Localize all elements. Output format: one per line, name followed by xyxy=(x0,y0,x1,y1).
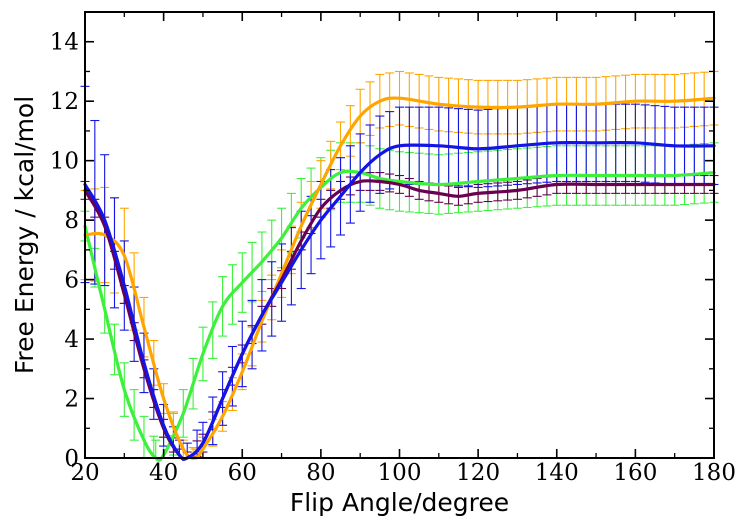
x-tick-label: 160 xyxy=(613,460,657,486)
y-tick-label: 0 xyxy=(64,446,79,472)
series-line-3 xyxy=(83,179,716,461)
y-tick-label: 10 xyxy=(50,149,79,175)
series-line-2 xyxy=(83,96,716,460)
y-tick-label: 6 xyxy=(64,268,79,294)
x-tick-label: 180 xyxy=(692,460,736,486)
error-bars-series-3 xyxy=(80,172,719,459)
axes: 20 40 60 80 100 120 140 160 180 0 2 4 6 8 10 12 14 xyxy=(50,11,736,486)
y-tick-label: 12 xyxy=(50,89,79,115)
y-tick-label: 4 xyxy=(64,327,79,353)
x-axis-title: Flip Angle/degree xyxy=(290,488,509,517)
x-tick-label: 80 xyxy=(306,460,335,486)
x-tick-label: 60 xyxy=(228,460,257,486)
y-tick-label: 2 xyxy=(64,387,79,413)
y-axis-title: Free Energy / kcal/mol xyxy=(10,96,39,374)
x-tick-label: 40 xyxy=(149,460,178,486)
series-line-1 xyxy=(83,169,716,462)
y-tick-label: 14 xyxy=(50,30,79,56)
series-line-4 xyxy=(83,140,716,461)
error-bars xyxy=(80,70,719,459)
x-tick-label: 140 xyxy=(535,460,579,486)
x-tick-label: 20 xyxy=(70,460,99,486)
x-tick-label: 100 xyxy=(378,460,422,486)
x-tick-label: 120 xyxy=(456,460,500,486)
y-tick-label: 8 xyxy=(64,208,79,234)
